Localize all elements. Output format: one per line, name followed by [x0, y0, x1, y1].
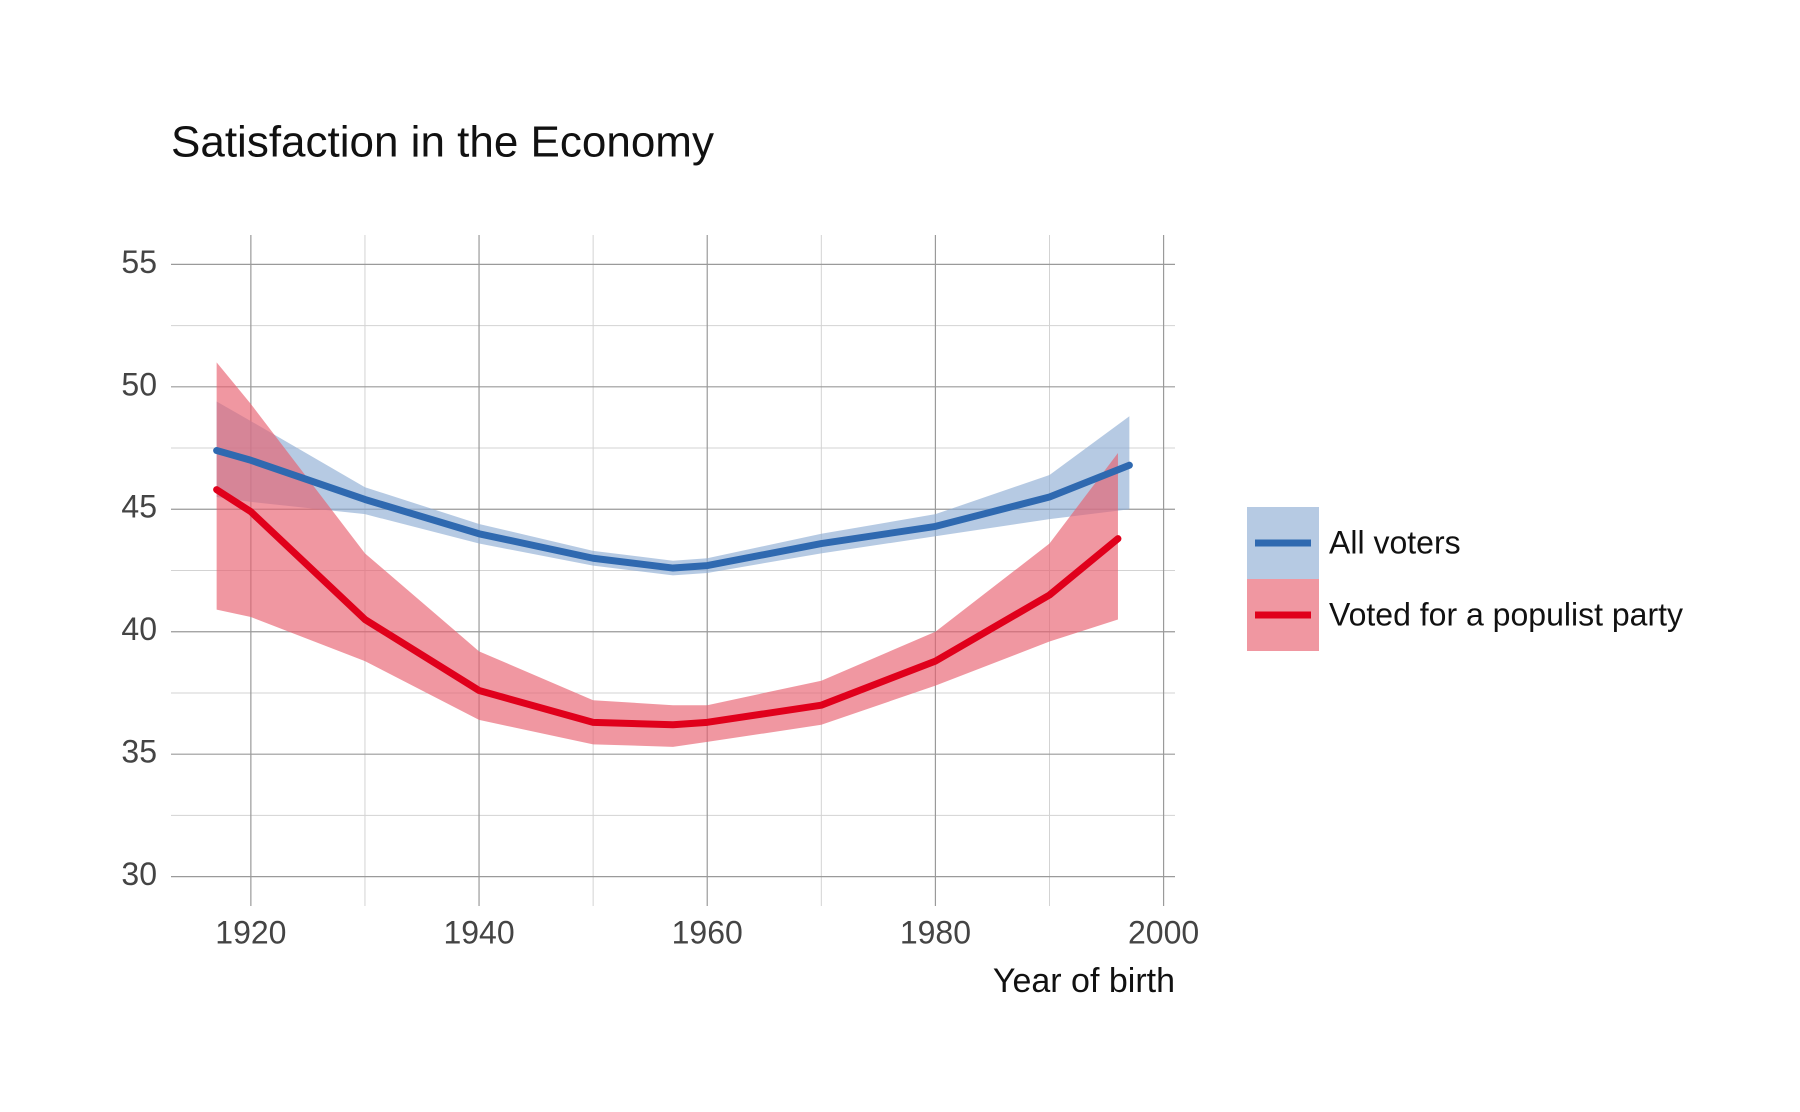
- y-tick-label: 40: [121, 611, 157, 647]
- x-tick-label: 2000: [1128, 914, 1199, 950]
- y-tick-label: 30: [121, 856, 157, 892]
- line: [213, 447, 1133, 572]
- y-tick-label: 45: [121, 489, 157, 525]
- x-tick-label: 1940: [443, 914, 514, 950]
- legend-label: Voted for a populist party: [1329, 596, 1683, 632]
- y-tick-label: 55: [121, 244, 157, 280]
- x-tick-label: 1960: [672, 914, 743, 950]
- x-tick-label: 1920: [215, 914, 286, 950]
- legend-label: All voters: [1329, 524, 1461, 560]
- y-tick-label: 50: [121, 366, 157, 402]
- confidence-band: [216, 362, 1118, 747]
- line: [213, 486, 1122, 729]
- y-tick-label: 35: [121, 734, 157, 770]
- chart-title: Satisfaction in the Economy: [171, 118, 714, 167]
- x-axis-label: Year of birth: [993, 962, 1175, 1000]
- x-tick-label: 1980: [900, 914, 971, 950]
